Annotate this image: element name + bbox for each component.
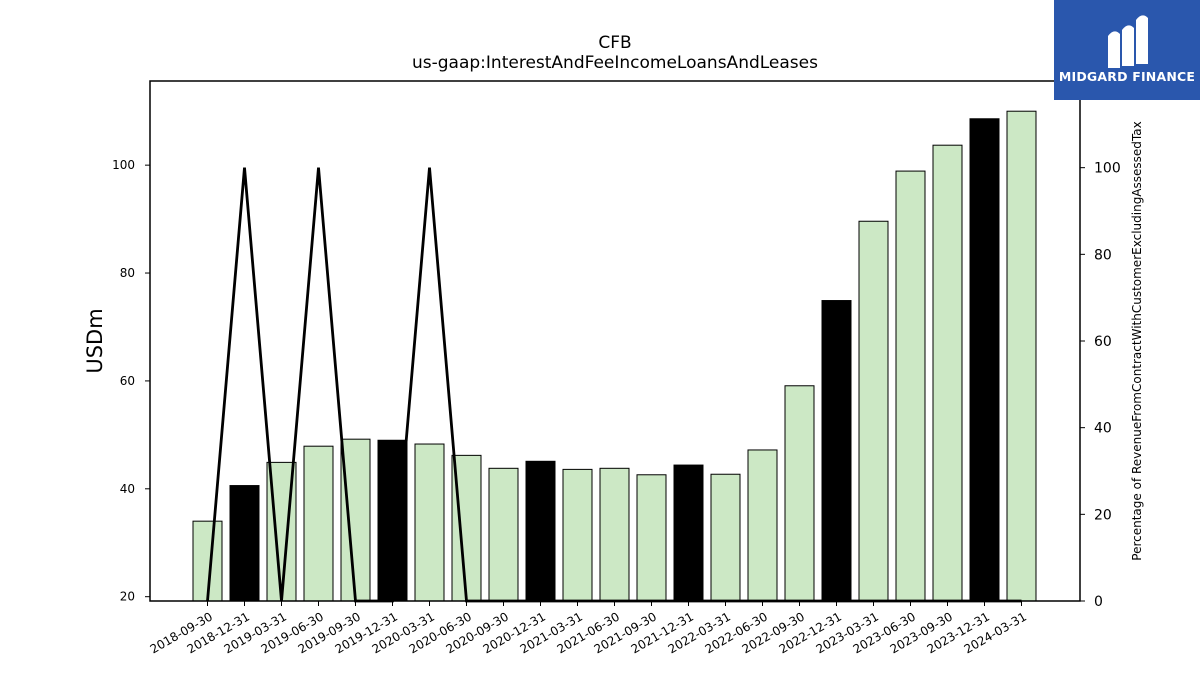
bar-2021-09-30	[636, 474, 667, 602]
y-axis-right: 0 20 40 60 80 100	[1080, 161, 1121, 610]
y2-tick-label-40: 40	[1094, 421, 1112, 437]
logo-text: MIDGARD FINANCE	[1058, 69, 1196, 84]
y-tick-label-60: 60	[120, 374, 135, 388]
bar-2020-03-31	[414, 443, 445, 602]
y2-axis-label: Percentage of RevenueFromContractWithCus…	[1130, 121, 1144, 560]
x-axis: 2018-09-302018-12-312019-03-312019-06-30…	[148, 601, 1029, 656]
bar-2023-12-31	[969, 118, 1000, 602]
logo-mark-icon	[1108, 15, 1148, 68]
bar-2023-06-30	[895, 170, 926, 602]
bar-2020-09-30	[488, 467, 519, 602]
bar-2019-06-30	[303, 445, 334, 602]
brand-logo: MIDGARD FINANCE	[1054, 0, 1200, 100]
y-axis-left: 20 40 60 80 100	[112, 158, 150, 604]
y-tick-label-40: 40	[120, 482, 135, 496]
chart-title: CFB	[598, 33, 631, 53]
y2-tick-label-20: 20	[1094, 507, 1112, 523]
y2-tick-label-0: 0	[1094, 594, 1103, 610]
bar-2019-12-31	[377, 439, 408, 602]
bar-2022-06-30	[747, 449, 778, 602]
bar-2022-09-30	[784, 385, 815, 602]
y2-tick-label-60: 60	[1094, 334, 1112, 350]
y2-tick-label-100: 100	[1094, 161, 1121, 177]
bars-layer	[192, 110, 1037, 602]
y-tick-label-100: 100	[112, 158, 135, 172]
chart-subtitle: us-gaap:InterestAndFeeIncomeLoansAndLeas…	[412, 53, 818, 73]
bar-2023-09-30	[932, 144, 963, 602]
bar-2021-06-30	[599, 467, 630, 602]
bar-2019-09-30	[340, 438, 371, 602]
bar-2018-12-31	[229, 485, 260, 602]
bar-2023-03-31	[858, 220, 889, 602]
y-tick-label-20: 20	[120, 590, 135, 604]
bar-2024-03-31	[1006, 110, 1037, 602]
y-axis-label: USDm	[83, 308, 107, 373]
bar-2020-12-31	[525, 460, 556, 602]
bar-2021-03-31	[562, 468, 593, 602]
bar-2022-03-31	[710, 473, 741, 602]
y-tick-label-80: 80	[120, 266, 135, 280]
bar-2022-12-31	[821, 300, 852, 602]
bar-2021-12-31	[673, 464, 704, 602]
y2-tick-label-80: 80	[1094, 247, 1112, 263]
